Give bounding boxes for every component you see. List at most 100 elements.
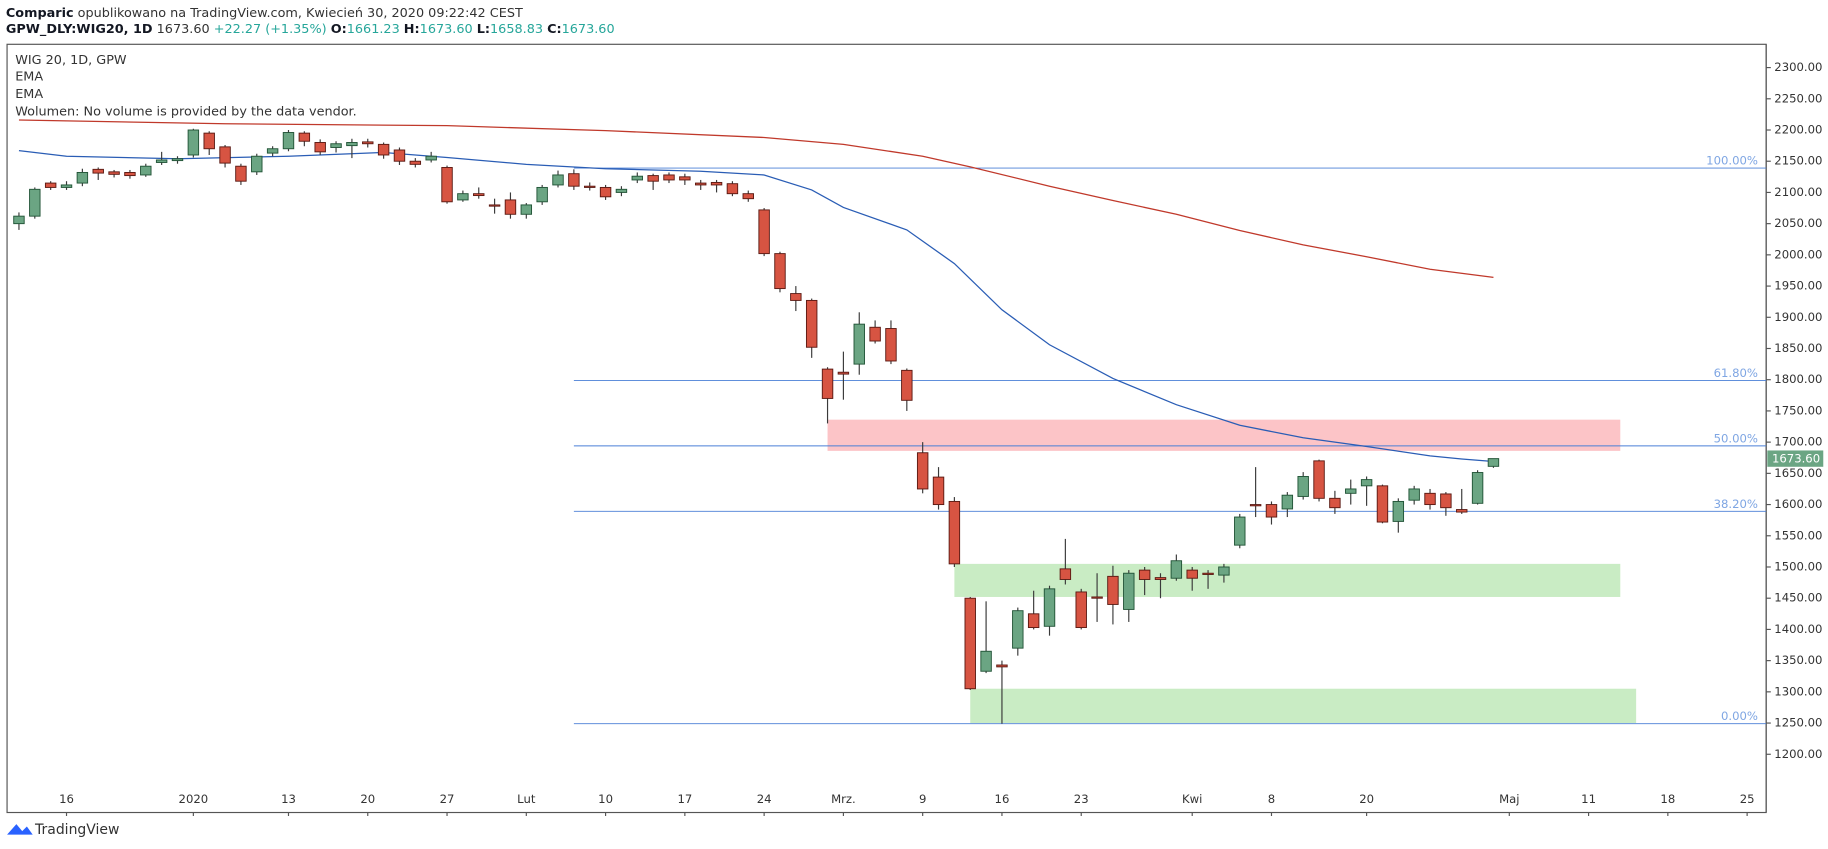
candle-body	[266, 148, 279, 154]
ema-line	[18, 149, 1494, 463]
candle-body	[60, 184, 73, 188]
fib-label: 100.00%	[1706, 154, 1758, 168]
y-tick-label: 2150.00	[1774, 154, 1822, 168]
x-tick-label: 20	[1359, 792, 1374, 806]
candle-body	[631, 175, 644, 181]
x-tick-label: 18	[1660, 792, 1675, 806]
candle-body	[1138, 569, 1151, 580]
y-tick-label: 1850.00	[1774, 341, 1822, 355]
candle-body	[29, 188, 41, 217]
fib-label: 38.20%	[1714, 497, 1758, 511]
candle-body	[1170, 560, 1183, 579]
candle-body	[44, 182, 57, 188]
candle-body	[774, 253, 786, 290]
y-tick-label: 1450.00	[1774, 591, 1822, 605]
candle-body	[885, 328, 897, 362]
h-label: H:	[404, 22, 420, 37]
candle-body	[1392, 500, 1405, 522]
candle-body	[171, 158, 184, 162]
x-tick-label: 25	[1740, 792, 1755, 806]
fib-label: 50.00%	[1714, 431, 1758, 445]
o-label: O:	[331, 22, 347, 37]
y-tick-label: 1700.00	[1774, 435, 1822, 449]
candle-body	[1202, 572, 1214, 575]
zone	[970, 688, 1637, 724]
candle-body	[710, 181, 723, 186]
candle-body	[1297, 476, 1309, 497]
candle-body	[837, 371, 850, 375]
y-tick-label: 1800.00	[1774, 372, 1822, 386]
candle-body	[76, 171, 89, 184]
candle-body	[187, 129, 200, 156]
candle-body	[457, 193, 469, 201]
y-tick-label: 1950.00	[1774, 279, 1822, 293]
x-tick-label: Kwi	[1182, 792, 1202, 806]
change: +22.27 (+1.35%)	[214, 22, 327, 37]
candle-body	[742, 193, 754, 200]
candle-body	[1360, 479, 1373, 487]
candle-body	[108, 171, 120, 175]
candle-body	[584, 185, 596, 188]
candle-body	[1313, 460, 1325, 499]
legend-volume: Wolumen: No volume is provided by the da…	[15, 104, 357, 119]
candle-body	[1123, 572, 1135, 610]
y-tick-label: 2100.00	[1774, 185, 1822, 199]
published: opublikowano na TradingView.com, Kwiecie…	[78, 5, 523, 20]
candle-body	[298, 132, 311, 142]
header-line-1: Comparic opublikowano na TradingView.com…	[6, 5, 523, 20]
candle-body	[663, 174, 675, 181]
candle-body	[1376, 485, 1389, 523]
l: 1658.83	[490, 22, 543, 37]
candle-body	[1091, 596, 1103, 599]
x-tick-label: 24	[757, 792, 772, 806]
candle-body	[488, 204, 501, 207]
candle-body	[425, 155, 437, 161]
candle-body	[219, 146, 231, 164]
candle-body	[1456, 509, 1468, 513]
x-tick-label: 23	[1074, 792, 1089, 806]
candle-body	[393, 149, 406, 162]
l-label: L:	[477, 22, 490, 37]
header-line-2: GPW_DLY:WIG20, 1D 1673.60 +22.27 (+1.35%…	[6, 22, 615, 37]
y-tick-label: 2200.00	[1774, 123, 1822, 137]
candle-body	[520, 204, 533, 215]
candle-body	[92, 168, 104, 174]
candle-body	[235, 165, 247, 182]
candle-body	[1424, 492, 1436, 506]
legend-ema-1: EMA	[15, 69, 43, 84]
candle-body	[1186, 569, 1198, 579]
x-tick-label: 13	[281, 792, 296, 806]
ema-line	[18, 119, 1494, 278]
x-tick-label: 16	[995, 792, 1010, 806]
candle-body	[790, 293, 802, 301]
y-tick-label: 1350.00	[1774, 653, 1822, 667]
candle-body	[916, 452, 929, 490]
candle-body	[1265, 504, 1278, 518]
x-tick-label: 11	[1581, 792, 1596, 806]
h: 1673.60	[420, 22, 473, 37]
candle-body	[1471, 472, 1484, 504]
candle-body	[821, 368, 834, 399]
x-tick-label: 17	[677, 792, 692, 806]
symbol: GPW_DLY:WIG20, 1D	[6, 22, 153, 37]
y-tick-label: 2000.00	[1774, 247, 1822, 261]
x-tick-label: 10	[598, 792, 613, 806]
y-tick-label: 2050.00	[1774, 216, 1822, 230]
legend-ema-2: EMA	[15, 87, 43, 102]
candle-body	[932, 476, 945, 506]
candle-body	[647, 175, 659, 182]
y-tick-label: 1200.00	[1774, 747, 1822, 761]
candle-body	[758, 209, 770, 255]
candle-body	[409, 160, 422, 165]
candle-body	[964, 597, 976, 690]
candle-body	[599, 186, 612, 198]
candle-body	[1329, 497, 1341, 509]
candle-body	[203, 132, 215, 150]
y-tick-label: 1750.00	[1774, 403, 1822, 417]
candle-body	[1249, 504, 1262, 507]
candle-body	[13, 215, 25, 225]
candle-body	[1281, 494, 1294, 510]
fib-label: 61.80%	[1714, 366, 1758, 380]
y-tick-label: 1900.00	[1774, 310, 1822, 324]
